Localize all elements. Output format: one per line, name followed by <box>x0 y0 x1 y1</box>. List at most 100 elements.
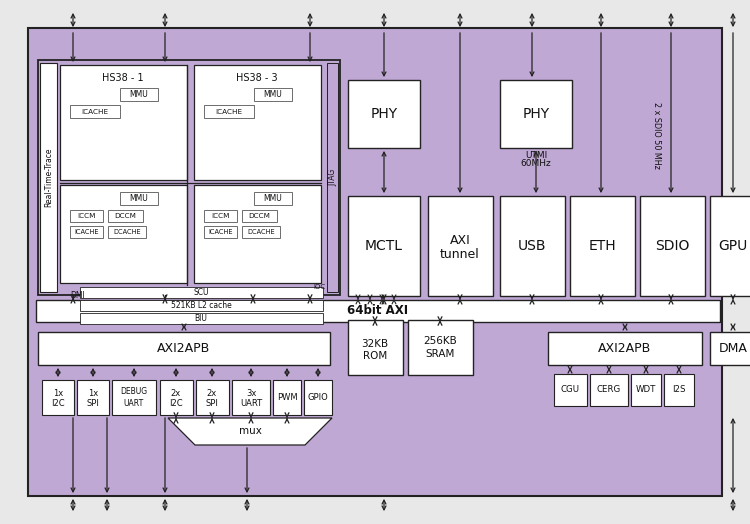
Bar <box>60 185 187 283</box>
Bar <box>348 196 420 296</box>
Bar <box>348 320 403 375</box>
Bar <box>408 320 473 375</box>
Text: GPU: GPU <box>718 239 748 253</box>
Text: AXI2APB: AXI2APB <box>158 342 211 355</box>
Text: IOC: IOC <box>314 284 326 290</box>
Bar <box>196 380 229 415</box>
Bar <box>428 196 493 296</box>
Bar <box>254 192 292 205</box>
Text: UTMI: UTMI <box>525 150 547 159</box>
Bar <box>70 210 103 222</box>
Bar <box>28 28 722 496</box>
Text: tunnel: tunnel <box>440 247 480 260</box>
Text: HS38 - 1: HS38 - 1 <box>102 73 144 83</box>
Text: Real-Time-Trace: Real-Time-Trace <box>44 147 53 207</box>
Bar <box>631 374 661 406</box>
Text: 3x: 3x <box>246 388 256 398</box>
Bar <box>77 380 109 415</box>
Text: ROM: ROM <box>363 351 387 361</box>
Bar <box>327 63 338 292</box>
Bar <box>194 185 321 283</box>
Polygon shape <box>168 418 332 445</box>
Bar <box>120 88 158 101</box>
Bar <box>500 80 572 148</box>
Bar <box>194 65 321 180</box>
Text: PHY: PHY <box>370 107 398 121</box>
Text: MCTL: MCTL <box>365 239 403 253</box>
Bar <box>548 332 702 365</box>
Bar <box>500 196 565 296</box>
Text: DEBUG: DEBUG <box>121 387 148 396</box>
Bar <box>112 380 156 415</box>
Bar <box>710 332 750 365</box>
Bar <box>273 380 301 415</box>
Text: 32KB: 32KB <box>362 339 388 349</box>
Bar <box>640 196 705 296</box>
Bar <box>204 105 254 118</box>
Text: mux: mux <box>238 426 262 436</box>
Bar <box>590 374 628 406</box>
Text: 2 x SDIO 50 MHz: 2 x SDIO 50 MHz <box>652 102 661 168</box>
Text: 1x: 1x <box>53 388 63 398</box>
Text: CERG: CERG <box>597 386 621 395</box>
Bar <box>36 300 720 322</box>
Text: DCCM: DCCM <box>248 213 271 219</box>
Text: MMU: MMU <box>130 90 149 99</box>
Bar <box>304 380 332 415</box>
Text: UART: UART <box>240 399 262 409</box>
Text: 256KB: 256KB <box>423 336 457 346</box>
Text: I2S: I2S <box>672 386 686 395</box>
Text: DCACHE: DCACHE <box>248 229 274 235</box>
Bar <box>242 210 277 222</box>
Text: ICACHE: ICACHE <box>209 229 232 235</box>
Bar <box>570 196 635 296</box>
Text: ICACHE: ICACHE <box>82 108 109 115</box>
Text: SDIO: SDIO <box>655 239 689 253</box>
Text: ETH: ETH <box>588 239 616 253</box>
Text: HS38 - 3: HS38 - 3 <box>236 73 278 83</box>
Bar <box>108 226 146 238</box>
Text: 2x: 2x <box>207 388 218 398</box>
Text: DMA: DMA <box>718 342 748 355</box>
Text: ICCM: ICCM <box>211 213 230 219</box>
Bar <box>38 332 330 365</box>
Bar <box>204 210 237 222</box>
Bar <box>160 380 193 415</box>
Bar <box>710 196 750 296</box>
Bar <box>80 313 323 324</box>
Text: JTAG: JTAG <box>328 168 337 185</box>
Text: ICCM: ICCM <box>77 213 96 219</box>
Text: 60MHz: 60MHz <box>520 159 551 169</box>
Text: AXI: AXI <box>450 235 470 247</box>
Text: DMI: DMI <box>70 290 85 300</box>
Text: AXI2APB: AXI2APB <box>598 342 652 355</box>
Bar <box>70 226 103 238</box>
Bar <box>108 210 143 222</box>
Text: SPI: SPI <box>206 399 218 409</box>
Text: PWM: PWM <box>277 392 297 401</box>
Bar <box>554 374 587 406</box>
Text: I2C: I2C <box>170 399 183 409</box>
Bar <box>348 80 420 148</box>
Text: CGU: CGU <box>560 386 580 395</box>
Bar <box>664 374 694 406</box>
Text: GPIO: GPIO <box>308 392 328 401</box>
Text: MMU: MMU <box>130 194 149 203</box>
Text: MMU: MMU <box>264 90 282 99</box>
Text: DCCM: DCCM <box>115 213 136 219</box>
Text: USB: USB <box>518 239 546 253</box>
Text: I2C: I2C <box>51 399 64 409</box>
Text: ICACHE: ICACHE <box>215 108 242 115</box>
Bar <box>254 88 292 101</box>
Text: 1x: 1x <box>88 388 98 398</box>
Bar <box>42 380 74 415</box>
Bar <box>242 226 280 238</box>
Bar <box>232 380 270 415</box>
Text: DCACHE: DCACHE <box>113 229 141 235</box>
Text: ICACHE: ICACHE <box>74 229 99 235</box>
Bar <box>80 300 323 311</box>
Bar <box>120 192 158 205</box>
Text: SRAM: SRAM <box>425 349 454 359</box>
Bar <box>70 105 120 118</box>
Bar <box>38 60 340 295</box>
